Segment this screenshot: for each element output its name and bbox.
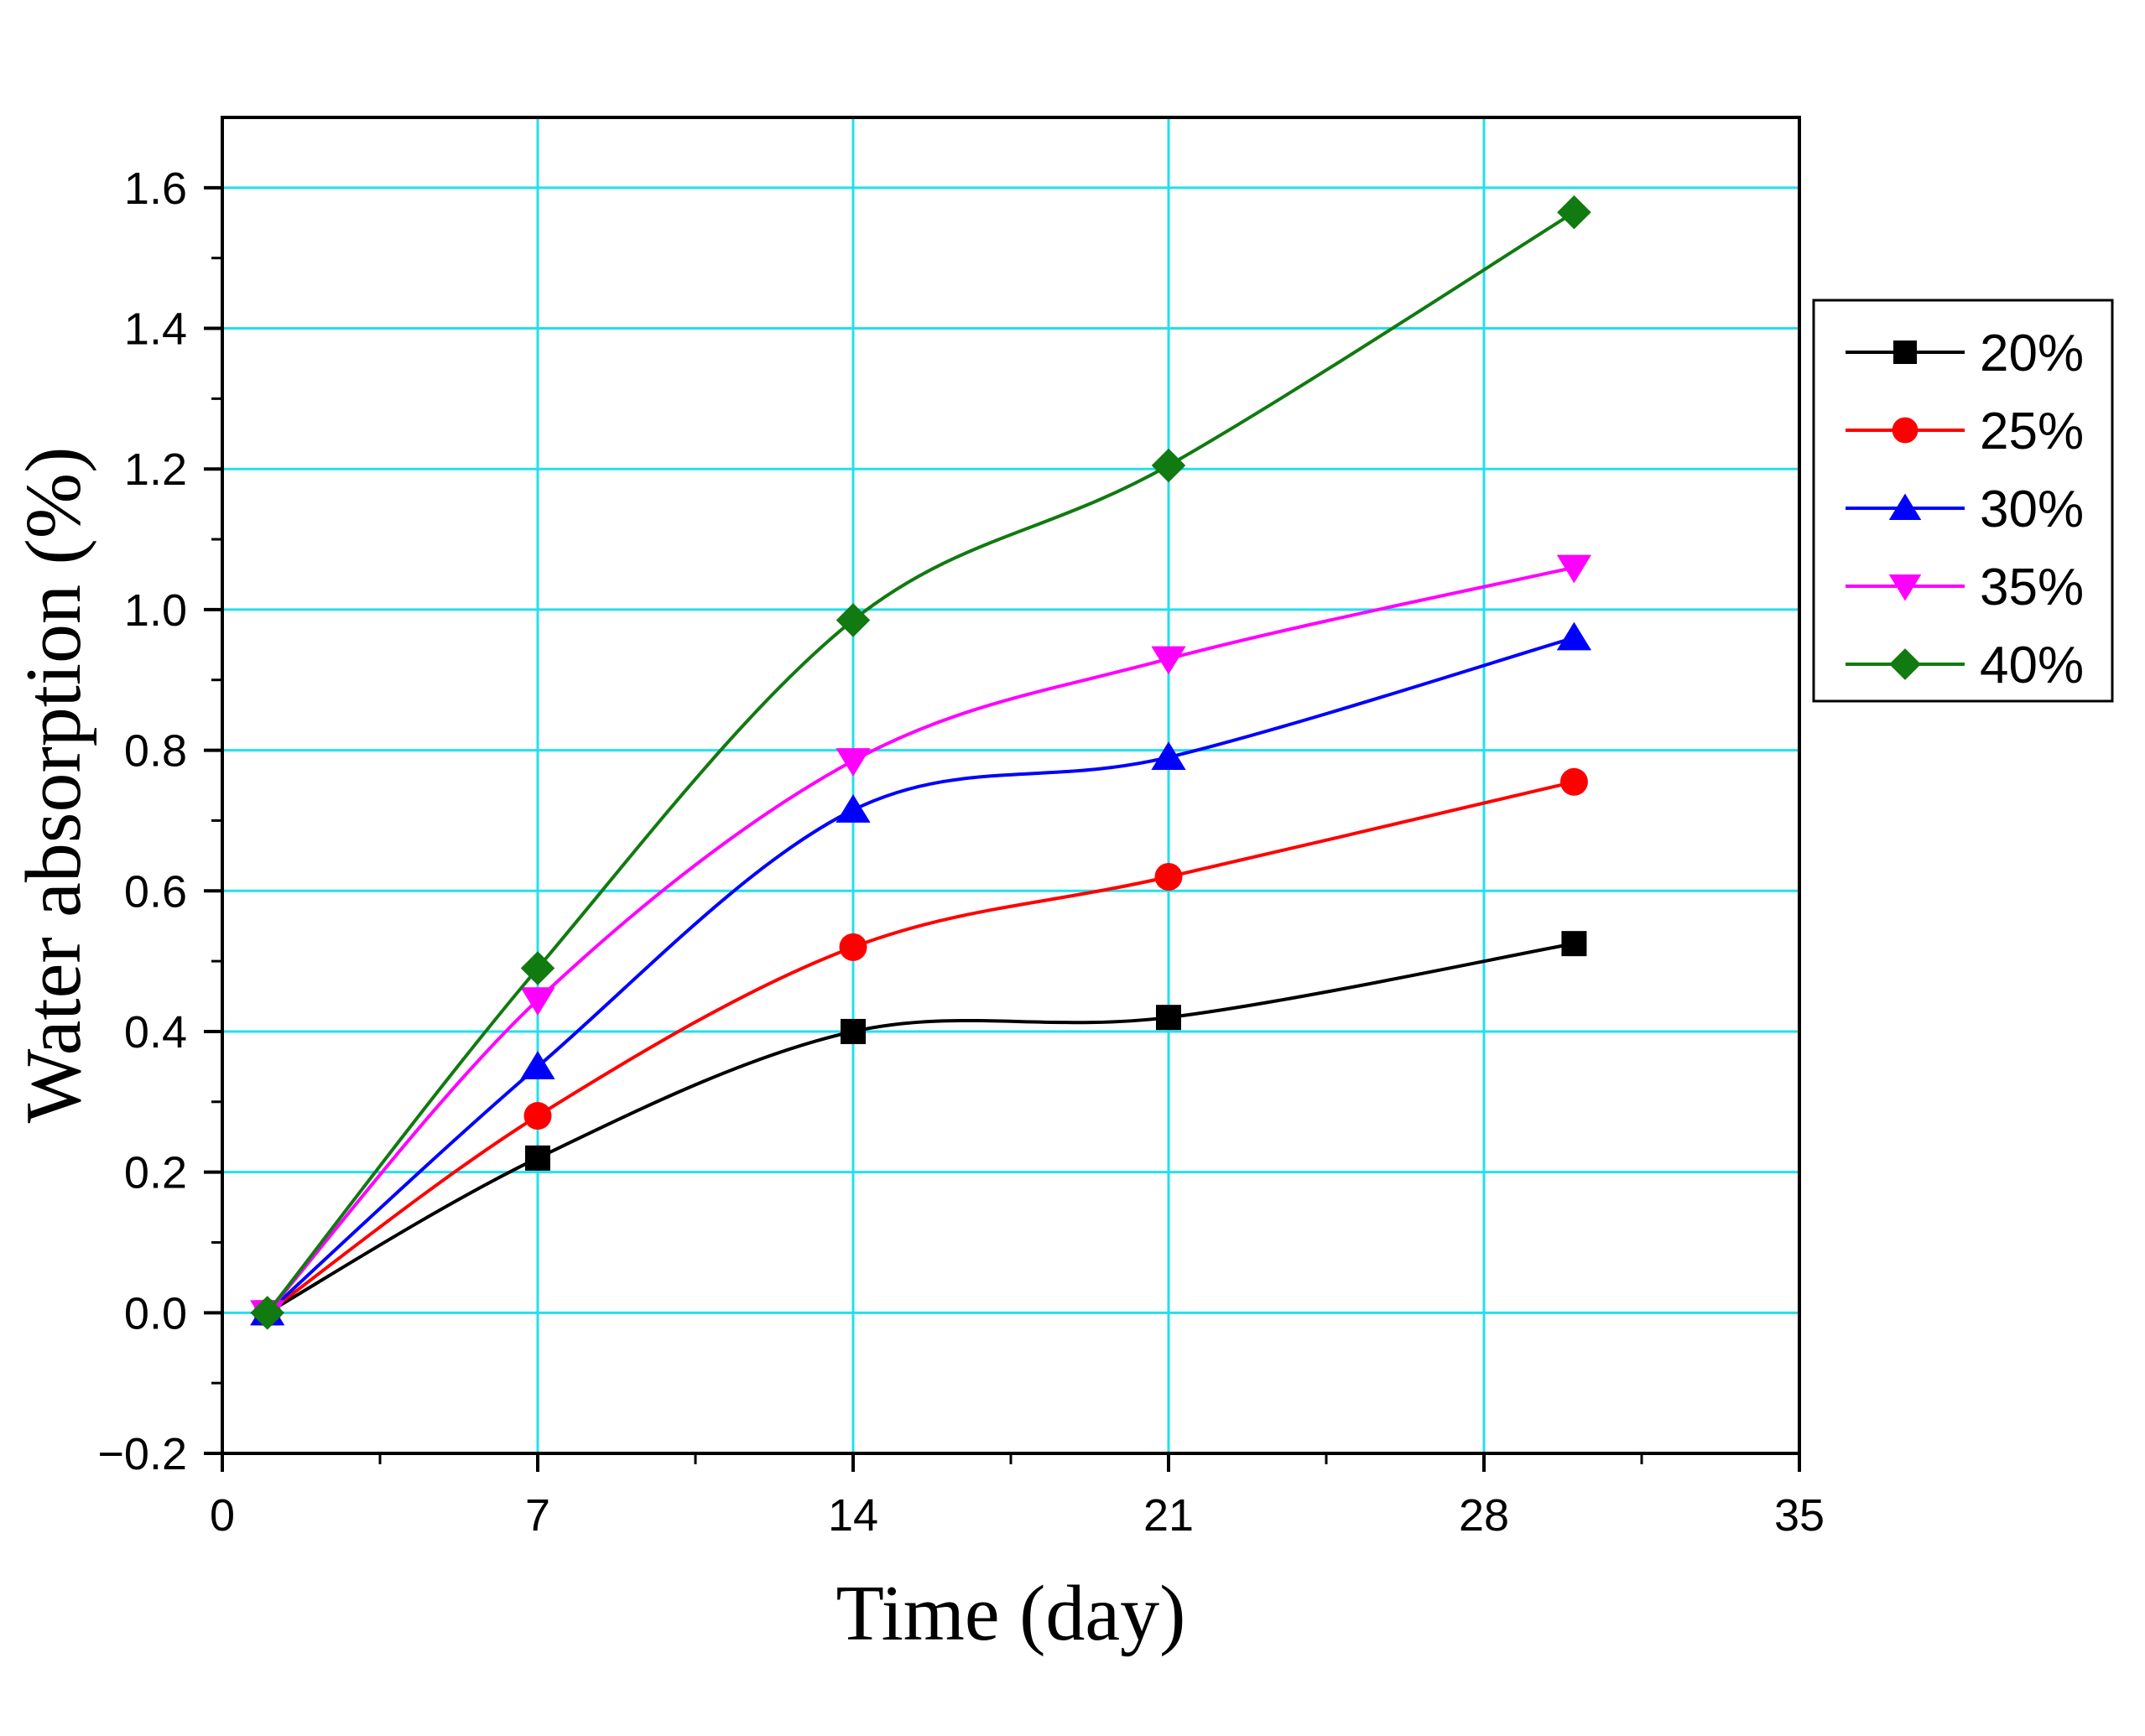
y-tick-label: 0.6 <box>124 866 187 917</box>
data-point <box>520 987 555 1016</box>
data-point <box>1557 195 1591 230</box>
legend-item: 35% <box>1846 559 2084 616</box>
series-25pct <box>253 767 1588 1327</box>
legend-label: 40% <box>1980 637 2084 694</box>
x-tick-label: 35 <box>1774 1490 1825 1541</box>
legend-marker <box>1888 493 1922 520</box>
data-point <box>841 1018 866 1044</box>
legend-marker <box>1889 648 1921 680</box>
data-point <box>1151 741 1186 770</box>
legend-item: 30% <box>1846 481 2084 538</box>
x-tick-label: 28 <box>1459 1490 1509 1541</box>
data-point <box>836 603 871 637</box>
x-tick-label: 0 <box>210 1490 235 1541</box>
legend-marker <box>1888 574 1922 601</box>
axis-ticks <box>204 185 1801 1472</box>
series-layer <box>250 195 1592 1330</box>
legend-label: 35% <box>1980 559 2084 616</box>
data-point <box>520 951 555 985</box>
y-tick-label: 0.8 <box>124 726 187 777</box>
y-tick-label: 0.2 <box>124 1148 187 1198</box>
series-20pct <box>254 931 1587 1326</box>
legend-item: 20% <box>1846 325 2084 382</box>
x-tick-label: 14 <box>828 1490 878 1541</box>
data-point <box>1151 646 1186 675</box>
legend-box <box>1812 299 2114 703</box>
data-point <box>836 794 871 823</box>
y-tick-label: 1.2 <box>124 444 187 495</box>
legend-label: 20% <box>1980 325 2084 382</box>
data-point <box>525 1145 550 1171</box>
series-40pct <box>250 195 1591 1330</box>
y-tick-label: 1.4 <box>124 304 187 355</box>
y-tick-label: 1.0 <box>124 585 187 636</box>
x-tick-label: 7 <box>525 1490 550 1541</box>
data-point <box>836 748 871 777</box>
y-tick-label: −0.2 <box>97 1429 187 1479</box>
legend-item: 40% <box>1846 637 2084 694</box>
series-line <box>266 780 1575 1314</box>
data-point <box>1556 554 1592 584</box>
series-30pct <box>250 621 1592 1326</box>
x-axis-title: Time (day) <box>836 1570 1186 1657</box>
legend-label: 25% <box>1980 403 2084 460</box>
data-point <box>520 1051 555 1079</box>
data-point <box>1556 621 1592 651</box>
y-tick-label: 0.4 <box>124 1007 187 1058</box>
data-point <box>839 933 867 961</box>
legend-marker <box>1893 340 1917 364</box>
axis-tick-labels: 0 7 14 21 28 35 −0.2 0.0 0.2 0.4 0.6 0.8 1.0 1.2 1.4 1.… <box>97 164 1825 1541</box>
data-point <box>1151 448 1186 483</box>
series-line <box>266 636 1575 1314</box>
data-point <box>523 1102 552 1130</box>
series-35pct <box>250 554 1592 1329</box>
data-point <box>1156 1005 1181 1031</box>
series-line <box>266 211 1575 1314</box>
x-tick-label: 21 <box>1143 1490 1194 1541</box>
legend: 20% 25% 30% 35% 40% <box>1812 299 2114 703</box>
legend-marker <box>1892 417 1919 444</box>
y-tick-label: 1.6 <box>124 164 187 214</box>
grid-lines <box>222 117 1799 1453</box>
legend-label: 30% <box>1980 481 2084 538</box>
data-point <box>1154 862 1183 891</box>
series-line <box>266 942 1575 1315</box>
y-tick-label: 0.0 <box>124 1288 187 1338</box>
data-point <box>1559 767 1588 796</box>
y-axis-title: Water absorption (%) <box>10 447 97 1124</box>
legend-item: 25% <box>1846 403 2084 460</box>
data-point <box>1561 931 1587 957</box>
data-point <box>250 1296 284 1330</box>
series-line <box>266 565 1575 1314</box>
